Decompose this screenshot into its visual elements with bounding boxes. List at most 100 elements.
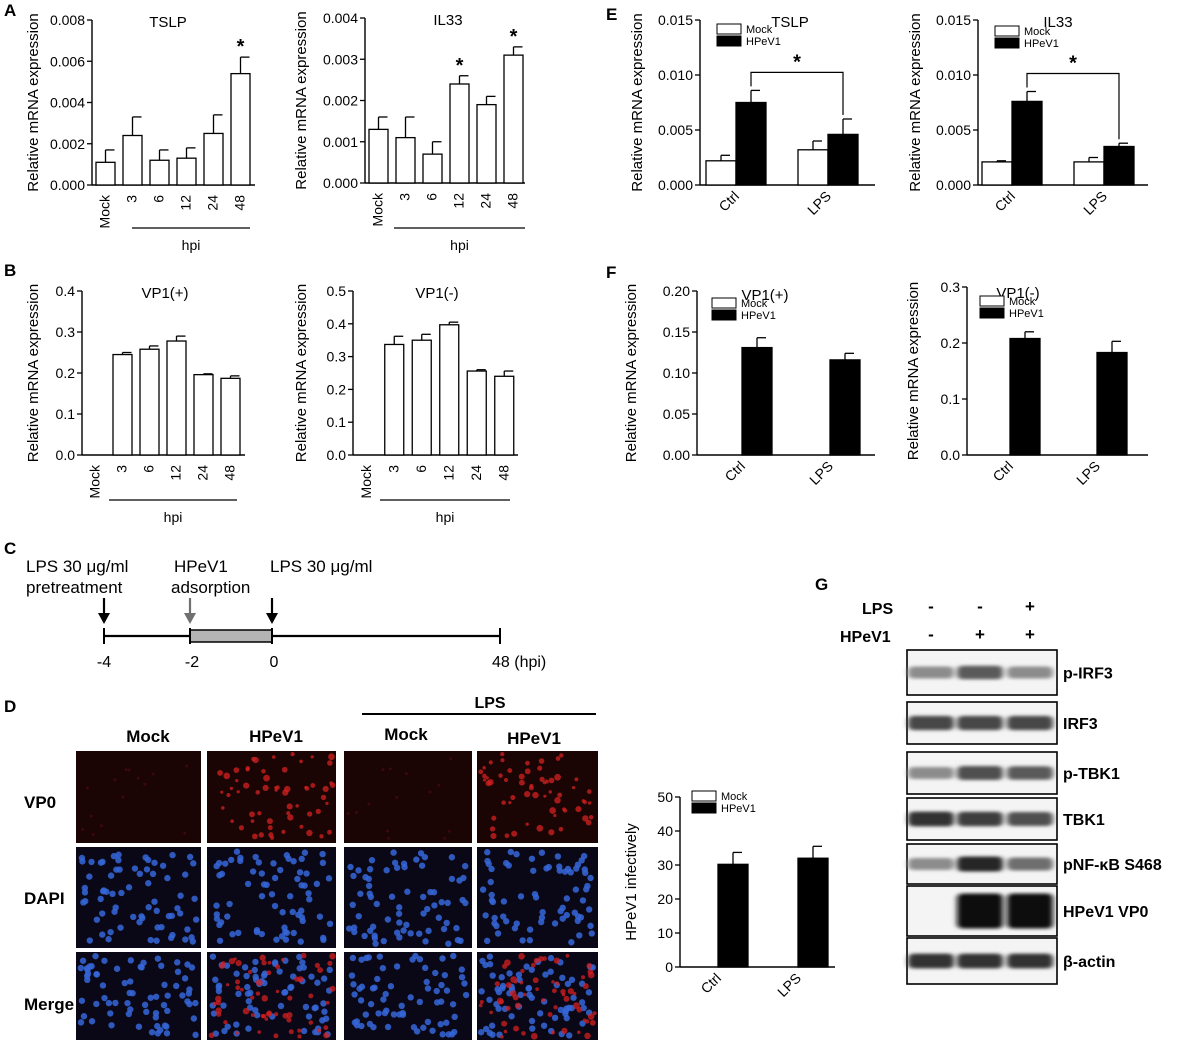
nucleus: [449, 1001, 457, 1008]
nucleus: [147, 936, 154, 944]
nucleus: [420, 1024, 427, 1031]
blot-label: pNF-κB S468: [1063, 857, 1162, 874]
nucleus: [403, 921, 410, 929]
background-signal: [113, 778, 117, 782]
nucleus: [209, 953, 217, 960]
legend-swatch: [711, 297, 737, 309]
y-tick-label: 0.2: [327, 381, 347, 397]
nucleus: [260, 881, 268, 888]
infected-cell: [229, 786, 234, 791]
nucleus: [164, 992, 171, 999]
nucleus: [488, 865, 495, 873]
nucleus: [528, 966, 535, 973]
nucleus: [186, 853, 194, 861]
infected-cell: [258, 832, 264, 838]
x-tick-label: 3: [124, 195, 140, 203]
nucleus: [367, 1000, 375, 1008]
nucleus: [563, 895, 571, 902]
nucleus: [281, 924, 288, 931]
x-tick-label: 48: [495, 465, 511, 481]
nucleus: [371, 984, 378, 991]
nucleus: [159, 862, 167, 869]
nucleus: [173, 982, 180, 990]
infected-cell: [512, 994, 519, 1001]
micro-tile: [344, 952, 472, 1040]
nucleus: [289, 908, 296, 916]
nucleus: [185, 990, 193, 997]
nucleus: [235, 929, 242, 937]
infected-cell: [235, 985, 241, 991]
x-axis-label: hpi: [182, 237, 201, 253]
bar: [203, 132, 224, 186]
nucleus: [542, 971, 549, 978]
nucleus: [566, 1032, 573, 1039]
y-tick-label: 0.3: [941, 279, 961, 295]
infected-cell: [560, 988, 566, 995]
nucleus: [350, 981, 357, 988]
nucleus: [319, 934, 327, 942]
bar: [705, 160, 737, 186]
nucleus: [245, 997, 253, 1005]
hpev-sign: -: [928, 625, 934, 644]
nucleus: [112, 904, 119, 911]
infected-cell: [275, 964, 281, 970]
nucleus: [424, 1018, 432, 1026]
nucleus: [362, 1011, 369, 1018]
nucleus: [396, 919, 403, 926]
infected-cell: [252, 756, 259, 764]
nucleus: [138, 913, 145, 920]
x-tick-label: LPS: [1073, 458, 1103, 488]
bar: [95, 161, 116, 186]
nucleus: [439, 955, 446, 962]
x-tick-label: 6: [151, 195, 167, 203]
nucleus: [152, 1014, 159, 1021]
nucleus: [347, 863, 354, 871]
nucleus: [169, 851, 176, 859]
timeline-event1-line1: LPS 30 μg/ml: [26, 557, 128, 576]
nucleus: [252, 973, 259, 981]
nucleus: [384, 1023, 392, 1031]
blot-band: [957, 811, 1003, 827]
nucleus: [136, 918, 143, 926]
infected-cell: [223, 772, 231, 780]
infected-cell: [230, 819, 234, 823]
bar: [411, 339, 432, 456]
nucleus: [311, 1004, 318, 1012]
nucleus: [301, 882, 308, 889]
infected-cell: [286, 803, 293, 810]
infected-cell: [233, 957, 237, 961]
nucleus: [361, 932, 368, 940]
nucleus: [390, 1011, 398, 1018]
infected-cell: [223, 1020, 228, 1025]
nucleus: [393, 929, 401, 936]
infected-cell: [320, 794, 327, 801]
legend-entry: Mock: [1009, 296, 1036, 308]
nucleus: [212, 976, 219, 983]
nucleus: [181, 975, 189, 982]
infected-cell: [325, 801, 329, 806]
x-tick-label: 48: [222, 465, 238, 481]
bar: [220, 377, 241, 456]
infected-cell: [585, 819, 592, 826]
nucleus: [164, 874, 171, 882]
infected-cell: [267, 960, 272, 965]
nucleus: [531, 890, 539, 898]
infected-cell: [567, 988, 574, 995]
nucleus: [152, 993, 160, 1000]
infected-cell: [532, 791, 539, 799]
nucleus: [148, 1029, 156, 1036]
background-signal: [81, 827, 85, 831]
infected-cell: [500, 751, 505, 757]
nucleus: [145, 904, 152, 911]
nucleus: [215, 859, 223, 867]
nucleus: [559, 974, 566, 982]
x-axis-label: hpi: [164, 509, 183, 525]
infected-cell: [503, 1029, 508, 1034]
infected-cell: [282, 1012, 289, 1019]
y-tick-label: 0.0: [327, 447, 347, 463]
x-tick-label: 24: [468, 465, 484, 481]
nucleus: [372, 940, 379, 947]
nucleus: [253, 928, 261, 936]
nucleus: [416, 998, 424, 1006]
legend-entry: HPeV1: [721, 803, 756, 815]
